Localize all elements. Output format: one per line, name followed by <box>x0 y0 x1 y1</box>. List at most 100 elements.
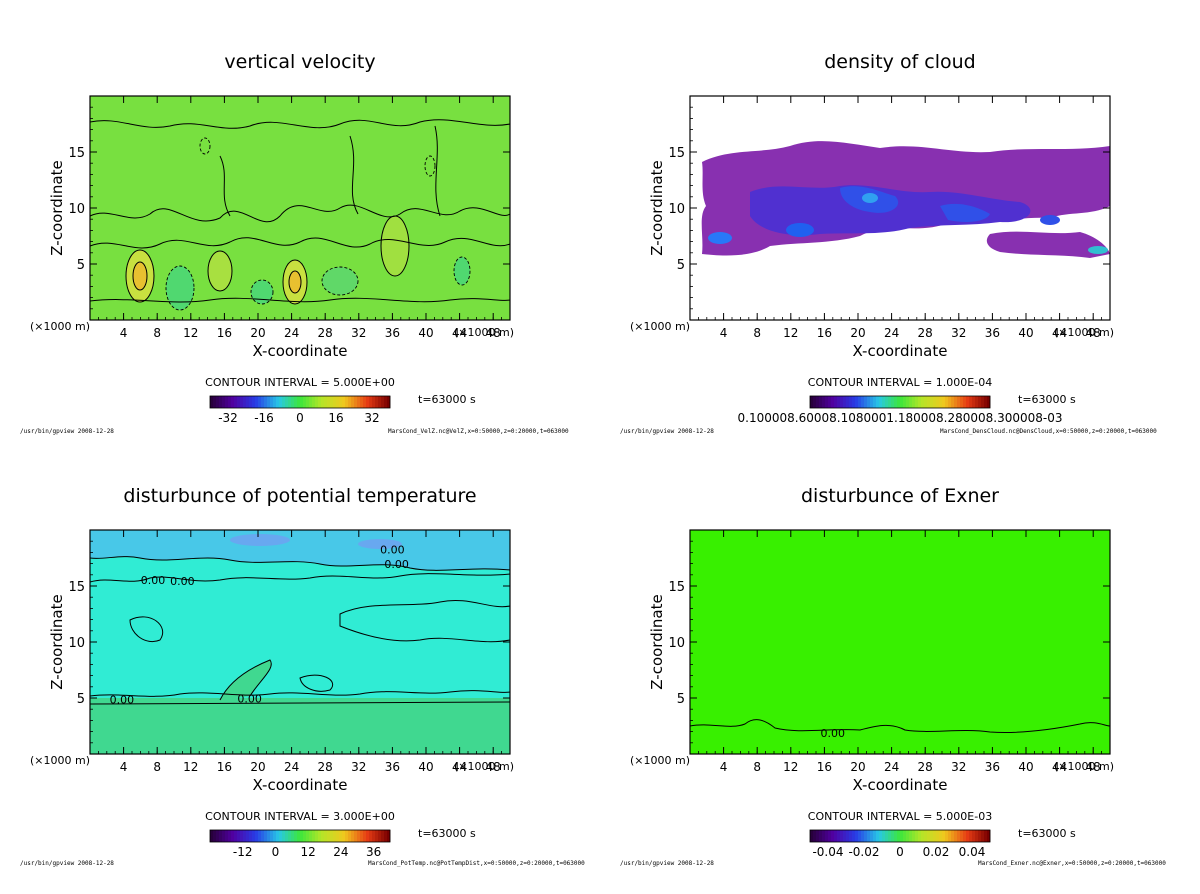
downdraft <box>166 266 194 310</box>
y-tick-label: 15 <box>668 580 685 595</box>
colorbar-cell <box>903 830 907 842</box>
colorbar-cell <box>843 830 847 842</box>
colorbar-cell <box>909 396 913 408</box>
colorbar-cell <box>381 396 385 408</box>
colorbar-cell <box>303 830 307 842</box>
colorbar-cell <box>297 830 301 842</box>
colorbar-cell <box>843 396 847 408</box>
colorbar-cell <box>852 830 856 842</box>
colorbar-cell <box>828 830 832 842</box>
colorbar-cell <box>261 830 265 842</box>
contour-line <box>434 125 441 217</box>
colorbar-cell <box>234 396 238 408</box>
colorbar-cell <box>333 396 337 408</box>
colorbar-cell <box>387 396 391 408</box>
colorbar-cell <box>270 830 274 842</box>
colorbar-cell <box>243 396 247 408</box>
colorbar-cell <box>858 830 862 842</box>
colorbar-cell <box>228 830 232 842</box>
colorbar-cell <box>930 396 934 408</box>
colorbar-cell <box>933 396 937 408</box>
colorbar-cell <box>360 830 364 842</box>
colorbar-cell <box>849 830 853 842</box>
footer-right: MarsCond_VelZ.nc@VelZ,x=0:50000,z=0:2000… <box>388 428 569 435</box>
x-tick-label: 20 <box>850 760 865 774</box>
negative-contour <box>165 265 195 311</box>
colorbar-cell <box>945 830 949 842</box>
x-tick-label: 28 <box>918 760 933 774</box>
colorbar-cell <box>831 830 835 842</box>
contour-interval: CONTOUR INTERVAL = 3.000E+00 <box>205 810 395 823</box>
footer-right: MarsCond_Exner.nc@Exner,x=0:50000,z=0:20… <box>978 860 1166 867</box>
downdraft <box>454 257 470 285</box>
footer-left: /usr/bin/gpview 2008-12-28 <box>620 860 714 867</box>
x-tick-label: 40 <box>1018 326 1033 340</box>
x-tick-label: 8 <box>753 326 761 340</box>
colorbar-cell <box>810 396 814 408</box>
contour-line <box>299 674 333 692</box>
colorbar-cell <box>930 830 934 842</box>
chart-svg: disturbunce of Exner 0.00 4 8 12 16 20 24 28 32… <box>630 485 1114 859</box>
colorbar-cell <box>900 396 904 408</box>
contour-lines <box>89 556 511 705</box>
colorbar-cell <box>378 830 382 842</box>
colorbar-cell <box>324 396 328 408</box>
colorbar-cell <box>936 830 940 842</box>
x-tick-label: 4 <box>120 760 128 774</box>
colorbar-cell <box>345 830 349 842</box>
colorbar-cell <box>969 830 973 842</box>
colorbar-cell <box>252 396 256 408</box>
colorbar-cell <box>819 396 823 408</box>
colorbar-cell <box>921 830 925 842</box>
colorbar-cell <box>810 830 814 842</box>
negative-contour <box>424 155 436 177</box>
colorbar-cell <box>381 830 385 842</box>
colorbar-cell <box>912 830 916 842</box>
cloud-core <box>1088 246 1108 254</box>
cold-patch <box>230 534 290 546</box>
contour-label: 0.00 <box>237 692 262 705</box>
x-tick-label: 20 <box>250 326 265 340</box>
colorbar-tick-label: 0.02 <box>923 845 950 859</box>
colorbar-cell <box>831 396 835 408</box>
colorbar-cell <box>252 830 256 842</box>
colorbar-cell <box>915 396 919 408</box>
colorbar-cell <box>303 396 307 408</box>
colorbar-cell <box>867 396 871 408</box>
warm-patch <box>208 251 232 291</box>
colorbar-cell <box>966 830 970 842</box>
colorbar-cell <box>360 396 364 408</box>
colorbar: -0.04 -0.02 0 0.02 0.04 <box>809 829 991 859</box>
colorbar-frame <box>809 829 991 843</box>
colorbar-cell <box>348 396 352 408</box>
x-tick-label: 32 <box>351 760 366 774</box>
colorbar-cell <box>336 396 340 408</box>
colorbar-cell <box>834 396 838 408</box>
x-tick-label: 40 <box>418 326 433 340</box>
contour-lines <box>89 119 511 305</box>
chart-svg: vertical velocity <box>30 51 514 425</box>
chart-title: disturbunce of potential temperature <box>123 485 476 507</box>
x-tick-label: 4 <box>120 326 128 340</box>
x-tick-label: 8 <box>153 760 161 774</box>
colorbar-cell <box>333 830 337 842</box>
colorbar-cell <box>219 830 223 842</box>
colorbar-cell <box>972 396 976 408</box>
colorbar-cell <box>984 830 988 842</box>
colorbar-cell <box>960 830 964 842</box>
colorbar-cell <box>846 830 850 842</box>
colorbar-cell <box>378 396 382 408</box>
colorbar-cell <box>291 396 295 408</box>
lower-layer <box>90 698 510 754</box>
colorbar-tick-label: 12 <box>301 845 316 859</box>
colorbar-cell <box>225 396 229 408</box>
colorbar-cell <box>375 396 379 408</box>
colorbar-cell <box>246 396 250 408</box>
colorbar-tick-label: -0.02 <box>848 845 879 859</box>
colorbar-cell <box>312 830 316 842</box>
x-tick-label: 48 <box>486 760 501 774</box>
colorbar-cell <box>837 396 841 408</box>
colorbar-cell <box>894 830 898 842</box>
colorbar-cell <box>336 830 340 842</box>
x-tick-label: 4 <box>720 326 728 340</box>
